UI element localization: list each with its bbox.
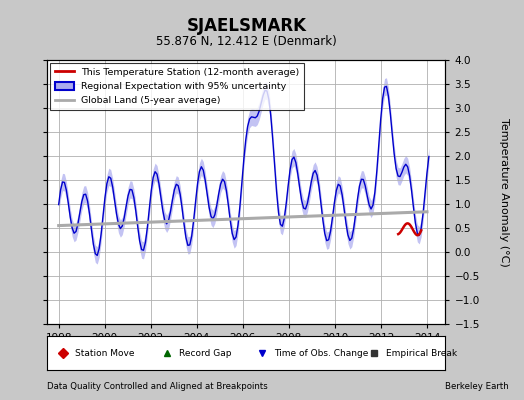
Text: Record Gap: Record Gap	[179, 348, 231, 358]
Text: Berkeley Earth: Berkeley Earth	[445, 382, 509, 391]
Y-axis label: Temperature Anomaly (°C): Temperature Anomaly (°C)	[499, 118, 509, 266]
Text: Station Move: Station Move	[75, 348, 135, 358]
Text: SJAELSMARK: SJAELSMARK	[186, 17, 307, 35]
Text: 55.876 N, 12.412 E (Denmark): 55.876 N, 12.412 E (Denmark)	[156, 36, 336, 48]
Text: Time of Obs. Change: Time of Obs. Change	[274, 348, 368, 358]
Text: Data Quality Controlled and Aligned at Breakpoints: Data Quality Controlled and Aligned at B…	[47, 382, 268, 391]
Legend: This Temperature Station (12-month average), Regional Expectation with 95% uncer: This Temperature Station (12-month avera…	[50, 63, 304, 110]
Text: Empirical Break: Empirical Break	[386, 348, 457, 358]
